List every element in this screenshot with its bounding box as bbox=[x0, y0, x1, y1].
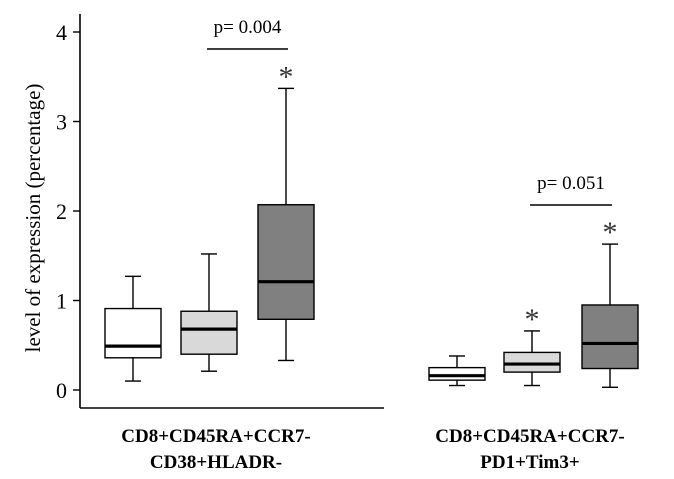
axes: 0 1 2 3 4 bbox=[56, 14, 384, 409]
box-g1-1 bbox=[104, 275, 162, 382]
box-g2-1 bbox=[428, 355, 486, 387]
box-g2-3 bbox=[581, 243, 639, 389]
box-g2-2 bbox=[503, 330, 561, 387]
box-iqr bbox=[503, 351, 561, 373]
box-iqr bbox=[180, 310, 238, 355]
y-axis-label: level of expression (percentage) bbox=[21, 84, 45, 353]
y-tick-label: 0 bbox=[56, 378, 67, 403]
annotations: * p= 0.004 * * p= 0.051 bbox=[207, 17, 618, 336]
group-label-1: CD8+CD45RA+CCR7- CD38+HLADR- bbox=[60, 424, 372, 476]
significance-star: * bbox=[525, 303, 540, 336]
group-label-1-line-2: CD38+HLADR- bbox=[149, 452, 283, 473]
y-tick-label: 2 bbox=[56, 199, 67, 224]
group-label-1-line-1: CD8+CD45RA+CCR7- bbox=[121, 426, 311, 447]
significance-star: * bbox=[279, 60, 294, 93]
group-label-2-line-2: PD1+Tim3+ bbox=[480, 452, 580, 473]
y-tick-label: 3 bbox=[56, 110, 67, 135]
box-iqr bbox=[428, 366, 486, 381]
group-label-2-line-1: CD8+CD45RA+CCR7- bbox=[435, 426, 625, 447]
box-g1-3 bbox=[257, 87, 315, 362]
box-iqr bbox=[581, 304, 639, 370]
pvalue-label: p= 0.051 bbox=[537, 173, 605, 194]
box-g1-2 bbox=[180, 253, 238, 372]
boxes bbox=[104, 87, 639, 389]
box-iqr bbox=[257, 204, 315, 320]
y-tick-label: 1 bbox=[56, 289, 67, 314]
y-tick-label: 4 bbox=[56, 20, 67, 45]
group-label-2: CD8+CD45RA+CCR7- PD1+Tim3+ bbox=[380, 424, 674, 476]
box-iqr bbox=[104, 307, 162, 359]
significance-star: * bbox=[603, 216, 618, 249]
pvalue-label: p= 0.004 bbox=[214, 17, 282, 38]
